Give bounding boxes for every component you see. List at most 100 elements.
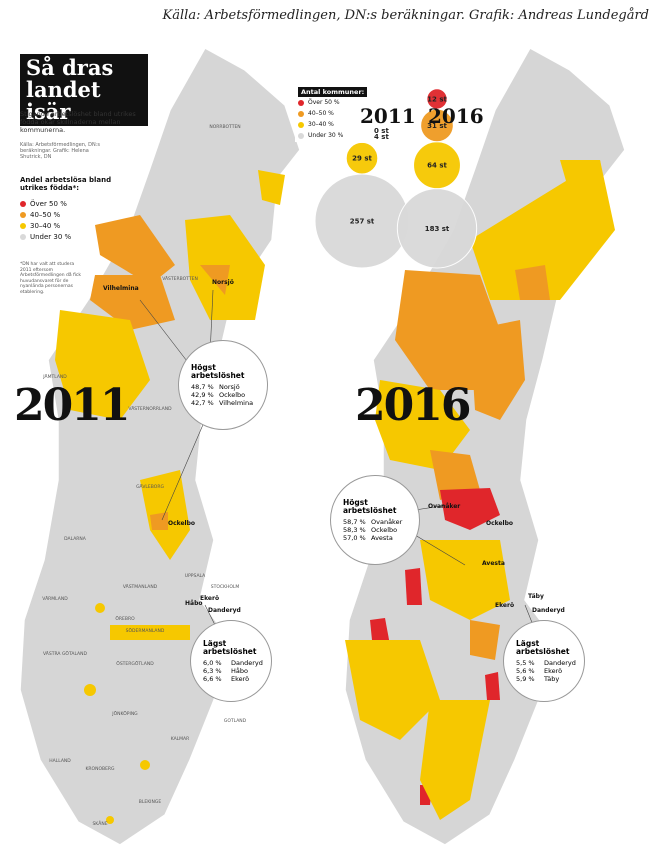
rate: 58,7 % bbox=[343, 517, 366, 526]
county-label: UPPSALA bbox=[185, 573, 206, 579]
region bbox=[90, 275, 175, 330]
callout-highest: Högst arbetslöshet 48,7 % Norsjö 42,9 % Ocke… bbox=[178, 340, 268, 430]
legend-label: Över 50 % bbox=[308, 99, 340, 106]
region bbox=[485, 672, 500, 700]
town-label: Ekerö bbox=[495, 602, 514, 609]
rate: 6,3 % bbox=[203, 666, 222, 675]
municipality: Danderyd bbox=[544, 658, 576, 667]
map-2016 bbox=[344, 47, 626, 846]
town-label: Täby bbox=[528, 593, 544, 600]
region bbox=[470, 620, 500, 660]
callout-title: Högst arbetslöshet bbox=[343, 497, 397, 515]
region bbox=[430, 450, 480, 500]
legend-label: Under 30 % bbox=[308, 132, 344, 139]
callout-lowest: Lägst arbetslöshet 5,5 % Danderyd 5,6 % Eker… bbox=[503, 620, 585, 702]
region bbox=[470, 320, 525, 420]
region bbox=[95, 603, 105, 613]
legend-item: 30–40 % bbox=[20, 220, 71, 231]
region bbox=[150, 512, 168, 530]
callout-row: 58,3 % Ockelbo bbox=[343, 526, 419, 534]
callout-row: 58,7 % Ovanåker bbox=[343, 518, 419, 526]
county-label: VÄRMLAND bbox=[42, 595, 68, 602]
legend: Över 50 % 40–50 % 30–40 % Under 30 % bbox=[20, 198, 71, 242]
region bbox=[110, 625, 190, 640]
region bbox=[515, 265, 550, 300]
town-label: Ockelbo bbox=[486, 520, 513, 527]
legend-item: 40–50 % bbox=[298, 108, 367, 119]
country-shape bbox=[19, 47, 301, 846]
legend-label: 30–40 % bbox=[308, 121, 334, 128]
title: Så dras landet isär bbox=[20, 54, 148, 126]
bubble-label: 183 st bbox=[425, 225, 450, 233]
bubble-label: 0 st bbox=[374, 127, 389, 135]
column-year: 2011 bbox=[360, 104, 416, 128]
callout-title: Lägst arbetslöshet bbox=[516, 638, 570, 656]
town-label: Danderyd bbox=[532, 607, 565, 614]
pointer bbox=[414, 504, 449, 511]
region bbox=[95, 215, 175, 285]
county-label: DALARNA bbox=[64, 536, 87, 542]
county-label: VÄSTMANLAND bbox=[123, 583, 158, 590]
legend-swatch bbox=[20, 211, 26, 218]
rate: 58,3 % bbox=[343, 525, 366, 534]
region bbox=[420, 700, 490, 820]
region bbox=[405, 568, 422, 605]
county-label: SÖDERMANLAND bbox=[126, 627, 165, 634]
town-label: Vilhelmina bbox=[103, 285, 139, 292]
bubble-label: 4 st bbox=[374, 133, 389, 141]
callout-row: 5,5 % Danderyd bbox=[516, 659, 584, 667]
county-label: JÄMTLAND bbox=[42, 373, 67, 380]
municipality: Avesta bbox=[371, 533, 393, 542]
bubble-label: 257 st bbox=[350, 218, 375, 226]
county-label: KRONOBERG bbox=[85, 766, 115, 772]
count-title: Antal kommuner: bbox=[298, 87, 368, 97]
region bbox=[375, 380, 470, 470]
region bbox=[470, 160, 615, 300]
legend-label: 30–40 % bbox=[30, 221, 61, 230]
legend: Över 50 % 40–50 % 30–40 % Under 30 % bbox=[298, 97, 367, 141]
callout-row: 5,6 % Ekerö bbox=[516, 667, 584, 675]
legend-swatch bbox=[20, 200, 26, 207]
rate: 42,9 % bbox=[191, 390, 214, 399]
legend-title: Andel arbetslösa bland utrikes födda*: bbox=[20, 176, 112, 192]
rate: 6,0 % bbox=[203, 658, 222, 667]
town-label: Danderyd bbox=[208, 607, 241, 614]
county-label: VÄSTERNORRLAND bbox=[128, 405, 172, 412]
region bbox=[200, 265, 230, 295]
region bbox=[345, 640, 440, 740]
county-label: VÄSTRA GÖTALAND bbox=[43, 650, 87, 657]
region bbox=[106, 816, 114, 824]
town-label: Håbo bbox=[185, 600, 203, 607]
bubble-label: 12 st bbox=[427, 95, 447, 103]
rate: 5,6 % bbox=[516, 666, 535, 675]
footnote: *DN har valt att studera 2011 eftersom A… bbox=[20, 262, 81, 295]
legend-label: 40–50 % bbox=[308, 110, 334, 117]
legend-item: Under 30 % bbox=[20, 231, 71, 242]
municipality: Täby bbox=[544, 674, 560, 683]
callout-lowest: Lägst arbetslöshet 6,0 % Danderyd 6,3 % Håbo… bbox=[190, 620, 272, 702]
legend-swatch bbox=[298, 110, 304, 117]
region bbox=[84, 684, 96, 696]
legend-swatch bbox=[298, 99, 304, 106]
legend-label: 40–50 % bbox=[30, 210, 61, 219]
callout-row: 6,3 % Håbo bbox=[203, 667, 271, 675]
pointer bbox=[161, 419, 206, 521]
legend-label: Över 50 % bbox=[30, 199, 67, 208]
map-year: 2011 bbox=[14, 380, 130, 431]
legend-swatch bbox=[298, 121, 304, 128]
rate: 48,7 % bbox=[191, 382, 214, 391]
town-label: Ovanåker bbox=[428, 503, 460, 510]
municipality: Ockelbo bbox=[219, 390, 246, 399]
region bbox=[420, 540, 510, 620]
municipality: Ekerö bbox=[544, 666, 563, 675]
county-label: KALMAR bbox=[171, 736, 190, 742]
callout-title: Lägst arbetslöshet bbox=[203, 638, 257, 656]
column-year: 2016 bbox=[428, 104, 484, 128]
source: Källa: Arbetsförmedlingen, DN:s beräknin… bbox=[20, 142, 100, 160]
callout-row: 6,0 % Danderyd bbox=[203, 659, 271, 667]
county-label: GÄVLEBORG bbox=[136, 483, 164, 490]
town-label: Ockelbo bbox=[168, 520, 195, 527]
callout-highest: Högst arbetslöshet 58,7 % Ovanåker 58,3 % Oc… bbox=[330, 475, 420, 565]
